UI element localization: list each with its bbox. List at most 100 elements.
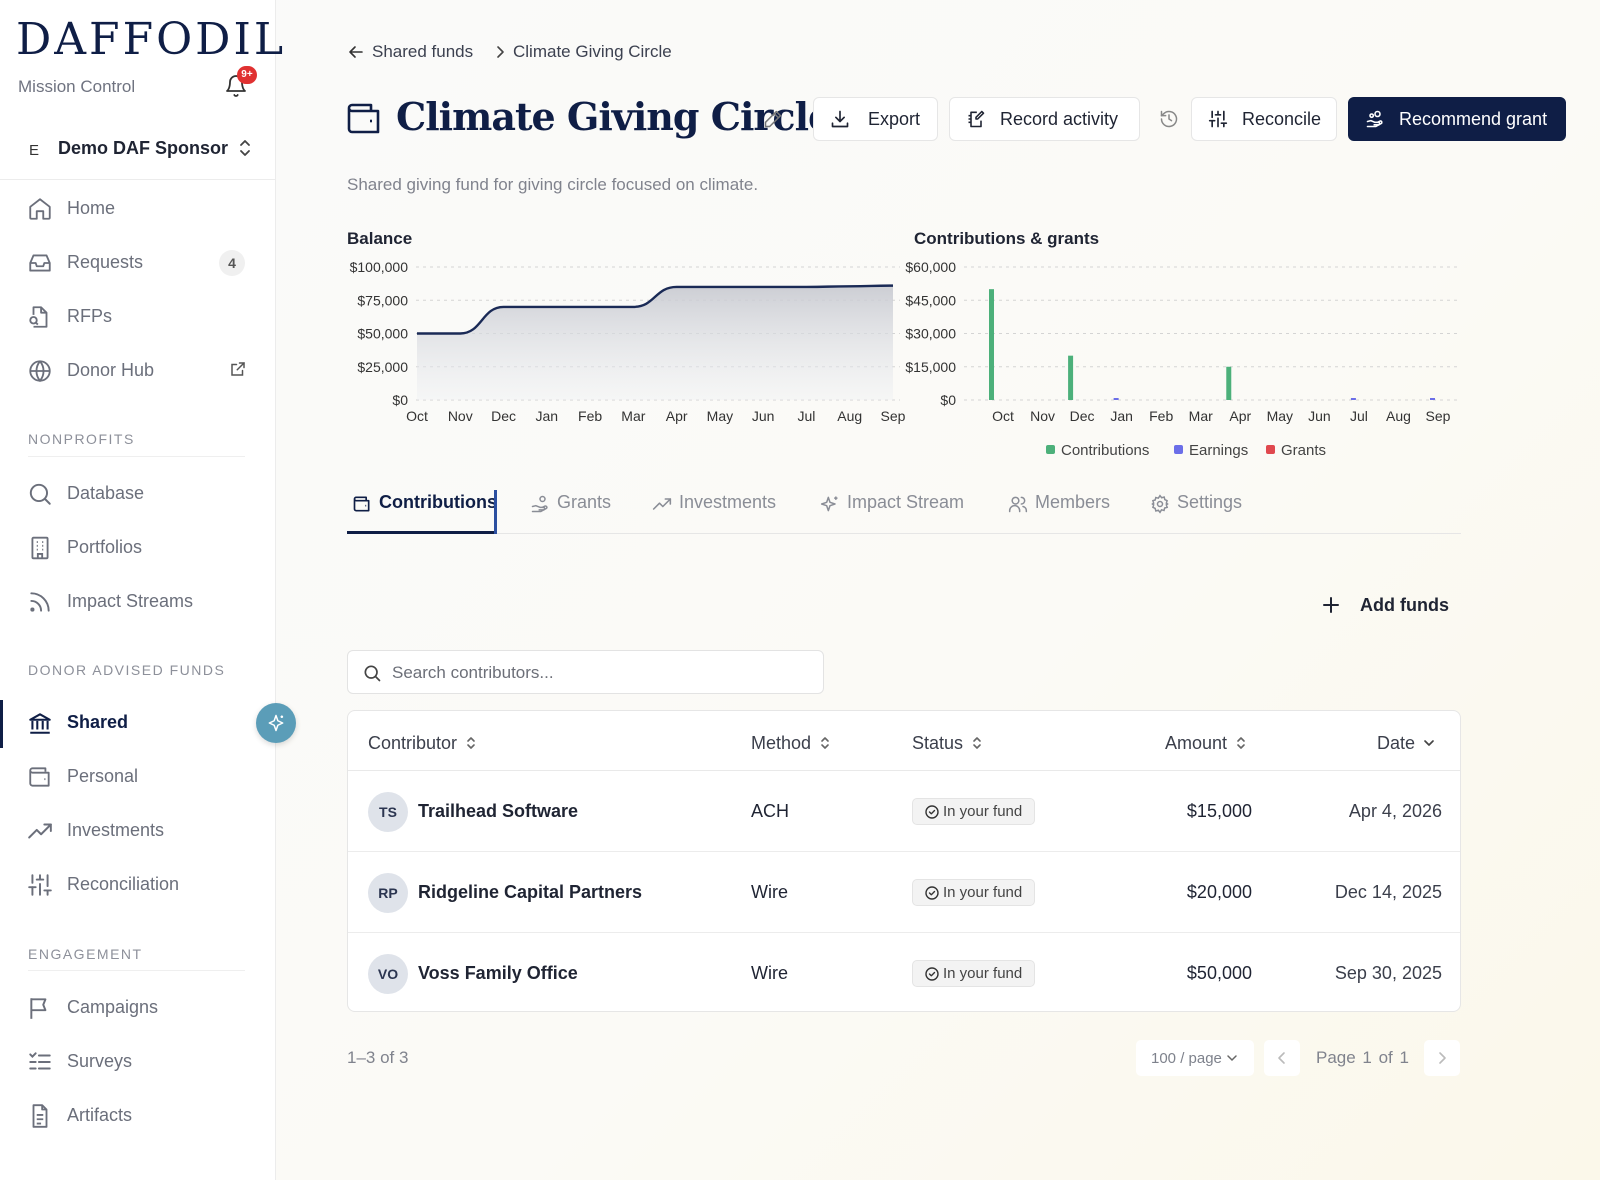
globe-icon	[29, 360, 51, 383]
reconcile-label: Reconcile	[1242, 109, 1322, 129]
contributions-table: Contributor Method Status Amount Date TS…	[347, 710, 1461, 1012]
download-icon	[831, 110, 849, 128]
tab-impact-stream[interactable]: Impact Stream	[820, 492, 980, 532]
sidebar-item-portfolios[interactable]: Portfolios	[0, 523, 275, 571]
column-header-date[interactable]: Date	[1377, 733, 1435, 754]
org-letter: E	[29, 142, 40, 159]
x-tick-label: Jan	[536, 408, 559, 424]
sidebar-item-database[interactable]: Database	[0, 469, 275, 517]
ai-assistant-button[interactable]	[256, 703, 296, 743]
page-indicator: Page 1 of 1	[1316, 1048, 1409, 1067]
section-engagement: ENGAGEMENT	[28, 946, 143, 962]
flag-icon	[30, 998, 47, 1019]
table-row[interactable]: RP Ridgeline Capital Partners Wire In yo…	[348, 852, 1460, 933]
tab-label: Members	[1035, 492, 1111, 512]
sort-icon	[973, 737, 981, 749]
method-cell: ACH	[751, 801, 790, 821]
contributions-grants-chart: $0 $15,000 $30,000 $45,000 $60,000 Oct Nov Dec J…	[905, 259, 1460, 424]
sidebar-item-rfps[interactable]: RFPs	[0, 292, 275, 340]
users-icon	[1008, 496, 1028, 513]
history-icon[interactable]	[1159, 109, 1179, 129]
legend-item-contributions: Contributions	[1046, 442, 1149, 459]
arrow-left-icon[interactable]	[348, 44, 364, 60]
column-header-amount[interactable]: Amount	[1165, 733, 1247, 754]
sidebar-item-reconciliation[interactable]: Reconciliation	[0, 860, 275, 908]
avatar: TS	[368, 792, 408, 832]
search-input[interactable]	[392, 661, 812, 685]
breadcrumb-shared-funds[interactable]: Shared funds	[372, 42, 474, 61]
recommend-grant-button[interactable]: Recommend grant	[1348, 97, 1566, 141]
tab-contributions[interactable]: Contributions	[352, 492, 497, 532]
legend-swatch	[1174, 445, 1183, 454]
breadcrumb-current: Climate Giving Circle	[513, 42, 672, 61]
active-tab-focus-edge	[494, 490, 497, 534]
sidebar-item-personal[interactable]: Personal	[0, 752, 275, 800]
wallet-icon	[29, 767, 50, 787]
status-badge: In your fund	[912, 960, 1036, 987]
sidebar-item-artifacts[interactable]: Artifacts	[0, 1091, 275, 1139]
status-label: In your fund	[943, 803, 1023, 820]
record-activity-button[interactable]: Record activity	[949, 97, 1140, 141]
table-row[interactable]: VO Voss Family Office Wire In your fund …	[348, 933, 1460, 1011]
sidebar-item-label: Portfolios	[67, 537, 143, 557]
sidebar-item-shared[interactable]: Shared	[0, 698, 275, 748]
file-search-icon	[29, 306, 48, 328]
x-tick-label: May	[707, 408, 733, 424]
export-button[interactable]: Export	[813, 97, 938, 141]
bell-icon[interactable]	[224, 74, 248, 98]
sidebar-item-label: Investments	[67, 820, 165, 840]
add-funds-label: Add funds	[1360, 595, 1449, 615]
column-label: Amount	[1165, 733, 1228, 753]
sidebar-item-requests[interactable]: Requests 4	[0, 238, 275, 286]
column-header-method[interactable]: Method	[751, 733, 831, 754]
sidebar-item-surveys[interactable]: Surveys	[0, 1037, 275, 1085]
per-page-select[interactable]: 100 / page	[1136, 1040, 1254, 1076]
tab-investments[interactable]: Investments	[652, 492, 792, 532]
amount-cell: $15,000	[1186, 801, 1252, 821]
app-logo[interactable]: DAFFODIL	[16, 14, 287, 65]
sidebar-item-donor-hub[interactable]: Donor Hub	[0, 346, 275, 394]
sidebar-item-label: Reconciliation	[67, 874, 180, 894]
previous-page-button[interactable]	[1264, 1040, 1300, 1076]
bar-contributions	[1226, 366, 1232, 400]
requests-count-badge: 4	[219, 250, 245, 276]
x-tick-label: Feb	[1149, 408, 1173, 424]
sort-icon	[821, 737, 829, 749]
column-header-contributor[interactable]: Contributor	[368, 733, 477, 754]
bar-contributions	[989, 289, 994, 400]
bar-earnings	[1350, 398, 1356, 400]
inbox-icon	[29, 254, 51, 272]
sidebar-item-impact-streams[interactable]: Impact Streams	[0, 577, 275, 625]
pencil-icon[interactable]	[763, 109, 783, 129]
sidebar-item-label: Home	[67, 198, 116, 218]
column-label: Method	[751, 733, 812, 753]
sidebar-item-label: Shared	[67, 712, 129, 732]
column-label: Date	[1377, 733, 1416, 753]
sidebar-item-home[interactable]: Home	[0, 184, 275, 232]
column-header-status[interactable]: Status	[912, 733, 983, 754]
list-checks-icon	[29, 1052, 51, 1070]
recommend-grant-label: Recommend grant	[1399, 109, 1548, 129]
reconcile-button[interactable]: Reconcile	[1191, 97, 1337, 141]
x-tick-label: Nov	[448, 408, 473, 424]
contributor-name[interactable]: Ridgeline Capital Partners	[418, 882, 643, 902]
section-divider	[28, 456, 245, 457]
tab-settings[interactable]: Settings	[1150, 492, 1260, 532]
org-switcher[interactable]: E Demo DAF Sponsor	[0, 130, 275, 180]
tab-label: Impact Stream	[847, 492, 965, 512]
external-link-icon	[231, 362, 245, 376]
file-text-icon	[32, 1104, 48, 1128]
tab-members[interactable]: Members	[1008, 492, 1118, 532]
table-row[interactable]: TS Trailhead Software ACH In your fund $…	[348, 771, 1460, 852]
y-tick-label: $50,000	[357, 326, 408, 342]
contributor-name[interactable]: Trailhead Software	[418, 801, 579, 821]
sidebar-item-campaigns[interactable]: Campaigns	[0, 983, 275, 1031]
sidebar-item-investments[interactable]: Investments	[0, 806, 275, 854]
add-funds-button[interactable]: Add funds	[1322, 593, 1457, 621]
plus-icon	[1323, 597, 1339, 613]
balance-chart: $0 $25,000 $50,000 $75,000 $100,000 Oct Nov Dec…	[350, 259, 906, 424]
contributor-name[interactable]: Voss Family Office	[418, 963, 578, 983]
y-tick-label: $0	[940, 392, 956, 408]
tab-grants[interactable]: Grants	[530, 492, 630, 532]
next-page-button[interactable]	[1424, 1040, 1460, 1076]
